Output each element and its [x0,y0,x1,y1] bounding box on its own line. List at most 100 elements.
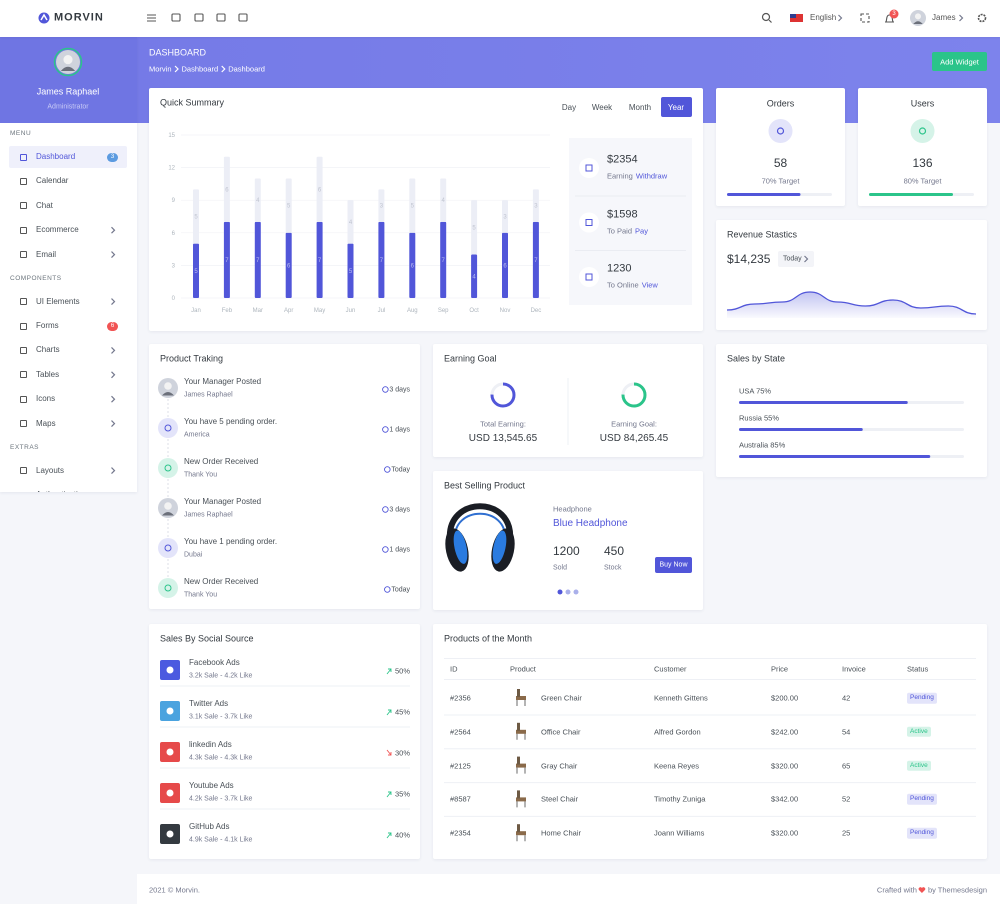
timeline-icon [164,464,172,472]
menu-item-label[interactable]: Calendar [36,176,69,186]
active-tab-bg[interactable] [661,97,692,117]
clock-icon [382,506,389,513]
menu-item-label[interactable]: Layouts [36,465,65,475]
chair-back [517,790,520,799]
menu-item-label[interactable]: Charts [36,345,60,355]
menu-item-icon [20,346,27,354]
period-tab[interactable]: Week [591,103,613,112]
menu-item-active-bg [9,146,127,168]
trend-arrow [386,791,392,798]
footer-bar [137,874,1000,904]
menu-item-label[interactable]: Icons [36,394,56,404]
table-header-line [444,658,976,680]
social-icon-glyph [166,748,174,756]
buy-now-button[interactable] [655,557,692,573]
breadcrumb-item[interactable]: Dashboard [181,64,219,74]
period-tab[interactable]: Year [667,103,685,112]
menu-item-icon [20,298,27,306]
menu-item-label[interactable]: Forms [36,321,59,330]
bar-segment [254,178,261,222]
menu-item-label[interactable]: Maps [36,418,56,428]
card-title: Best Selling Product [444,480,526,491]
menu-item-icon [20,491,27,492]
menu-item-label[interactable]: Tables [36,369,60,379]
y-tick-label: 15 [168,133,175,139]
stat-link[interactable]: Withdraw [635,171,668,181]
chevron-icon [111,251,116,259]
cell: 52 [842,794,851,804]
brand-logo [38,12,50,24]
menu-item-label[interactable]: Dashboard [36,152,76,161]
menu-item-icon [20,395,27,403]
progress-bar [869,193,953,196]
period-tab[interactable]: Month [628,103,652,112]
menu-item-label[interactable]: Chat [36,200,53,210]
headphone-cup-accent [492,530,507,564]
kpi-icon [918,127,927,135]
breadcrumb-item[interactable]: Morvin [149,64,172,74]
menu-item-label[interactable]: Ecommerce [36,225,79,235]
stat-icon-bg [579,212,599,233]
card-title: Revenue Stastics [727,229,798,240]
timeline-title: Your Manager Posted [184,377,262,386]
state-label: Australia 85% [739,440,786,450]
breadcrumb-item[interactable]: Dashboard [228,64,265,74]
kpi-icon-bg [910,119,935,143]
status-badge: Pending [907,794,937,805]
cell: #8587 [450,794,471,804]
timeline-subtitle: James Raphael [184,511,233,519]
bar-value-label: 6 [225,187,229,193]
x-tick-label: Oct [469,308,479,314]
donut-arc [621,382,647,408]
period-dropdown-label[interactable]: Today [783,255,802,263]
column-header: Price [771,664,789,674]
avatar-body [913,21,923,24]
bar-segment [471,200,478,255]
bar-value-label: 7 [225,258,229,264]
cell: $320.00 [771,828,799,838]
area-line [726,291,977,315]
clock-icon [382,386,389,393]
social-card [149,624,420,859]
bar-segment [440,178,447,222]
kpi-value: 58 [773,156,788,170]
add-widget-button[interactable] [932,52,987,71]
chat-icon [194,13,204,22]
timeline-icon [164,424,172,432]
stat-link[interactable]: View [641,280,658,290]
stat-icon-bg [579,267,599,287]
social-icon-glyph [166,707,174,715]
social-detail: 4.9k Sale - 4.1k Like [189,836,253,844]
menu-item-label[interactable]: Authentication [36,491,87,493]
flag-icon-canton [790,14,796,18]
chair-legs [516,801,526,808]
stat-label: Earning [607,171,633,181]
stat-link[interactable]: Pay [635,225,648,235]
chair-back [517,689,520,697]
chevron-icon [804,255,809,263]
chevron-icon [174,65,179,73]
card-title: Sales by State [727,353,786,364]
period-dropdown[interactable] [778,251,814,267]
product-stat-value: 450 [604,544,625,558]
bar-value-label: 4 [442,198,446,204]
menu-item-label[interactable]: Email [36,249,57,259]
period-tab[interactable]: Day [561,103,577,112]
bar-value-label: 3 [380,204,384,210]
social-change: 45% [394,707,410,717]
state-label: Russia 55% [739,413,780,423]
bar-segment [532,189,539,222]
bar-value-label: 7 [534,258,538,264]
cell: Kenneth Gittens [654,693,708,703]
progress-bar [739,428,863,431]
y-tick-label: 0 [172,296,176,302]
bar-segment [409,178,416,233]
timeline-subtitle: America [184,431,210,439]
menu-item-label[interactable]: UI Elements [36,296,80,306]
fullscreen-icon [860,13,870,23]
status-badge: Active [907,726,931,738]
x-tick-label: Jul [378,308,386,314]
calendar-icon [216,13,226,22]
bar-segment [316,156,323,222]
menu-item-icon [20,202,27,210]
